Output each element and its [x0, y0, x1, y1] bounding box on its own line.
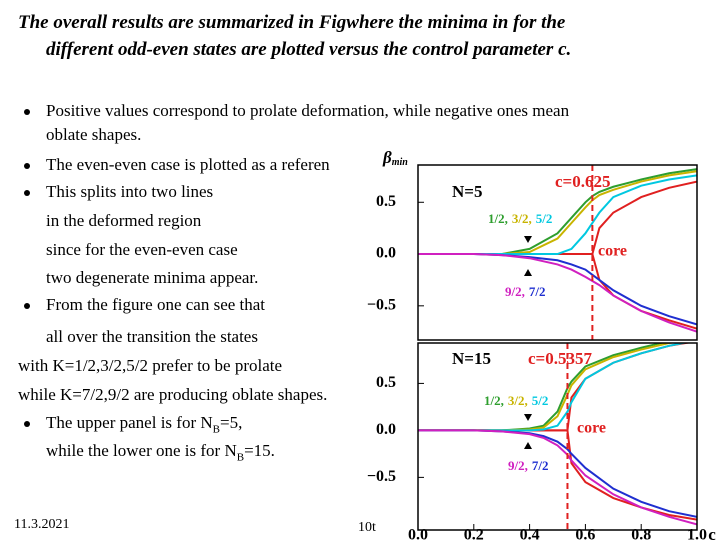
text-run: The upper panel is for N	[46, 413, 213, 432]
series-line	[418, 253, 697, 333]
bullet-line: with K=1/2,3/2,5/2 prefer to be prolate	[18, 356, 283, 375]
state-label: 1/2,	[484, 393, 504, 408]
bullet-line: while the lower one is for NB=15.	[46, 441, 275, 463]
panel-label: N=15	[452, 349, 491, 368]
page-number: 10t	[358, 520, 376, 535]
x-axis-label: c	[708, 525, 716, 540]
y-label-sub: min	[392, 157, 409, 168]
bullet-line: The even-even case is plotted as a refer…	[46, 155, 330, 174]
panel-frame	[417, 342, 698, 531]
y-tick-label: 0.5	[376, 374, 396, 391]
bullet	[24, 163, 30, 169]
date: 11.3.2021	[14, 517, 70, 532]
state-label: 9/2,	[508, 458, 528, 473]
arrow-down	[524, 414, 532, 421]
state-label: 5/2	[536, 211, 553, 226]
arrow-up	[524, 269, 532, 276]
y-tick-label: 0.0	[376, 245, 396, 262]
series-line	[418, 429, 697, 526]
y-axis-label: βmin	[382, 148, 408, 168]
bullet	[24, 421, 30, 427]
state-labels: 1/2, 3/2, 5/2	[484, 393, 548, 408]
text-run: =5,	[219, 413, 243, 432]
bullet-line: since for the even-even case	[46, 240, 238, 259]
bullet-line: all over the transition the states	[46, 327, 258, 346]
bullet-line: oblate shapes.	[46, 125, 142, 144]
core-label: core	[598, 243, 627, 260]
state-label: 9/2,	[505, 284, 525, 299]
panel-frame	[417, 164, 698, 341]
y-tick-label: −0.5	[367, 468, 396, 485]
bullet	[24, 109, 30, 115]
bullet-line: two degenerate minima appear.	[46, 268, 259, 287]
arrow-down	[524, 236, 532, 243]
state-label: 5/2	[532, 393, 549, 408]
title-line: different odd-even states are plotted ve…	[46, 39, 572, 60]
core-label: core	[577, 420, 606, 437]
bullet-line: Positive values correspond to prolate de…	[46, 101, 570, 120]
y-tick-label: 0.5	[376, 193, 396, 210]
subscript: B	[236, 451, 245, 464]
panel-label: N=5	[452, 182, 482, 201]
state-label: 3/2,	[512, 211, 532, 226]
text-run: while the lower one is for N	[46, 441, 237, 460]
arrow-up	[524, 442, 532, 449]
subscript: B	[212, 423, 220, 436]
critical-label: c=0.625	[555, 172, 610, 191]
y-tick-label: 0.0	[376, 421, 396, 438]
bullet	[24, 190, 30, 196]
state-label: 1/2,	[488, 211, 508, 226]
bullet-line: This splits into two lines	[46, 182, 214, 201]
bullet-line: From the figure one can see that	[46, 295, 266, 314]
y-tick-label: −0.5	[367, 297, 396, 314]
bullet-line: The upper panel is for NB=5,	[46, 413, 242, 435]
title-line: The overall results are summarized in Fi…	[18, 12, 566, 33]
critical-label: c=0.5357	[528, 349, 592, 368]
state-label: 7/2	[529, 284, 546, 299]
state-label: 3/2,	[508, 393, 528, 408]
state-labels: 1/2, 3/2, 5/2	[488, 211, 552, 226]
state-labels: 9/2, 7/2	[508, 458, 549, 473]
bullet-line: in the deformed region	[46, 211, 202, 230]
y-label-main: β	[382, 148, 392, 167]
bullet	[24, 303, 30, 309]
bullet-line: while K=7/2,9/2 are producing oblate sha…	[18, 385, 328, 404]
state-labels: 9/2, 7/2	[505, 284, 546, 299]
state-label: 7/2	[532, 458, 549, 473]
text-run: =15.	[244, 441, 275, 460]
